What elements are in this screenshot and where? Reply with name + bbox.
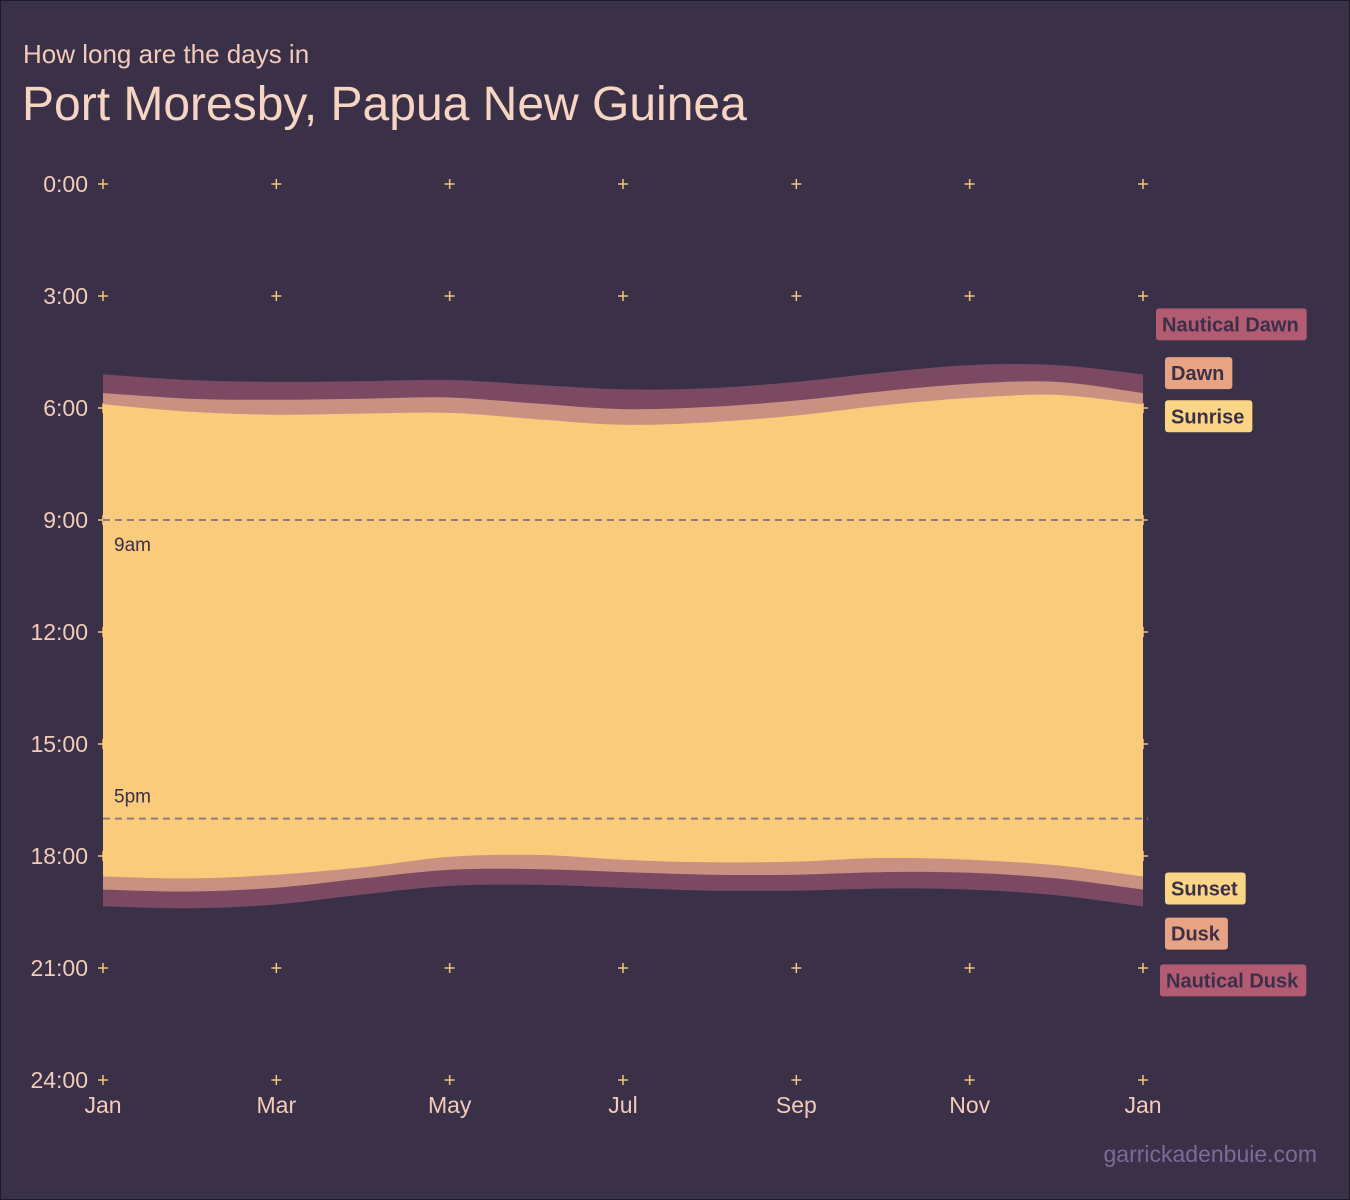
- legend-swatch: [1165, 400, 1253, 433]
- grid-plus-marker: [791, 963, 802, 973]
- grid-plus-marker: [791, 1075, 802, 1085]
- y-tick-label: 3:00: [43, 283, 88, 309]
- grid-plus-marker: [98, 963, 108, 973]
- grid-plus-marker: [444, 179, 455, 189]
- x-tick-label: Jan: [1124, 1092, 1161, 1118]
- legend-swatch: [1156, 308, 1307, 341]
- legend-label: Sunrise: [1171, 406, 1244, 428]
- y-tick-label: 24:00: [30, 1067, 88, 1093]
- reference-lines: 9am 5pm: [103, 519, 1148, 820]
- grid-plus-marker: [98, 1075, 108, 1085]
- y-tick-label: 12:00: [30, 619, 88, 645]
- legend-item-dawn: Dawn: [1165, 357, 1233, 390]
- grid-plus-marker: [964, 1075, 975, 1085]
- grid-plus-marker: [444, 1075, 455, 1085]
- grid-plus-marker: [1138, 963, 1148, 973]
- chart-title: Port Moresby, Papua New Guinea: [22, 78, 747, 131]
- legend-item-dusk: Dusk: [1165, 917, 1228, 950]
- grid-plus-marker: [618, 963, 628, 973]
- grid-plus-marker: [964, 291, 975, 301]
- y-tick-label: 15:00: [30, 731, 88, 757]
- grid-plus-marker: [1138, 179, 1148, 189]
- grid-plus-marker: [964, 179, 975, 189]
- x-tick-label: Jul: [608, 1092, 637, 1118]
- grid-plus-marker: [791, 179, 802, 189]
- y-tick-label: 21:00: [30, 955, 88, 981]
- legend-item-sunset: Sunset: [1165, 872, 1246, 905]
- grid-plus-marker: [98, 291, 108, 301]
- legend-swatch: [1165, 872, 1246, 905]
- legend-item-sunrise: Sunrise: [1165, 400, 1253, 433]
- legend-label: Sunset: [1171, 879, 1238, 901]
- legend-label: Nautical Dusk: [1166, 970, 1299, 992]
- grid-plus-marker: [444, 963, 455, 973]
- grid-plus-marker: [271, 963, 282, 973]
- grid-plus-marker: [444, 291, 455, 301]
- legend-swatch: [1165, 917, 1228, 950]
- x-tick-label: Mar: [257, 1092, 297, 1118]
- grid-plus-marker: [618, 179, 628, 189]
- grid-plus-marker: [618, 1075, 628, 1085]
- legend-item-nautical-dusk: Nautical Dusk: [1160, 964, 1307, 997]
- x-axis-ticks: Jan Mar May Jul Sep Nov Jan: [84, 1092, 1161, 1118]
- grid-plus-marker: [791, 291, 802, 301]
- x-tick-label: Nov: [949, 1092, 990, 1118]
- grid-plus-marker: [1138, 1075, 1148, 1085]
- grid-plus-marker: [1138, 291, 1148, 301]
- y-tick-label: 0:00: [43, 171, 88, 197]
- grid-plus-marker: [964, 963, 975, 973]
- legend-item-nautical-dawn: Nautical Dawn: [1156, 308, 1307, 341]
- y-tick-label: 18:00: [30, 843, 88, 869]
- grid-plus-marker: [98, 179, 108, 189]
- x-tick-label: May: [428, 1092, 472, 1118]
- twilight-bands: [103, 364, 1143, 909]
- reference-line-label: 5pm: [114, 787, 151, 808]
- y-axis-ticks: 0:00 3:00 6:00 9:00 12:00 15:00 18:00 21:00 24:0…: [30, 171, 88, 1093]
- daylight-band: [103, 394, 1143, 879]
- legend-swatch: [1160, 964, 1307, 997]
- reference-line-label: 9am: [114, 535, 151, 556]
- grid-plus-marker: [618, 291, 628, 301]
- credit-link[interactable]: garrickadenbuie.com: [1103, 1141, 1317, 1167]
- x-tick-label: Sep: [776, 1092, 817, 1118]
- legend-label: Nautical Dawn: [1162, 314, 1299, 336]
- grid-plus-marker: [271, 1075, 282, 1085]
- legend-label: Dusk: [1171, 924, 1221, 946]
- legend-label: Dawn: [1171, 363, 1224, 385]
- x-tick-label: Jan: [84, 1092, 121, 1118]
- legend-swatch: [1165, 357, 1233, 390]
- grid-plus-marker: [271, 179, 282, 189]
- grid-plus-marker: [271, 291, 282, 301]
- series-legend: Nautical Dawn Dawn Sunrise Sunset Dusk Nautic…: [1156, 308, 1307, 997]
- chart-subtitle: How long are the days in: [23, 39, 310, 69]
- y-tick-label: 6:00: [43, 395, 88, 421]
- y-tick-label: 9:00: [43, 507, 88, 533]
